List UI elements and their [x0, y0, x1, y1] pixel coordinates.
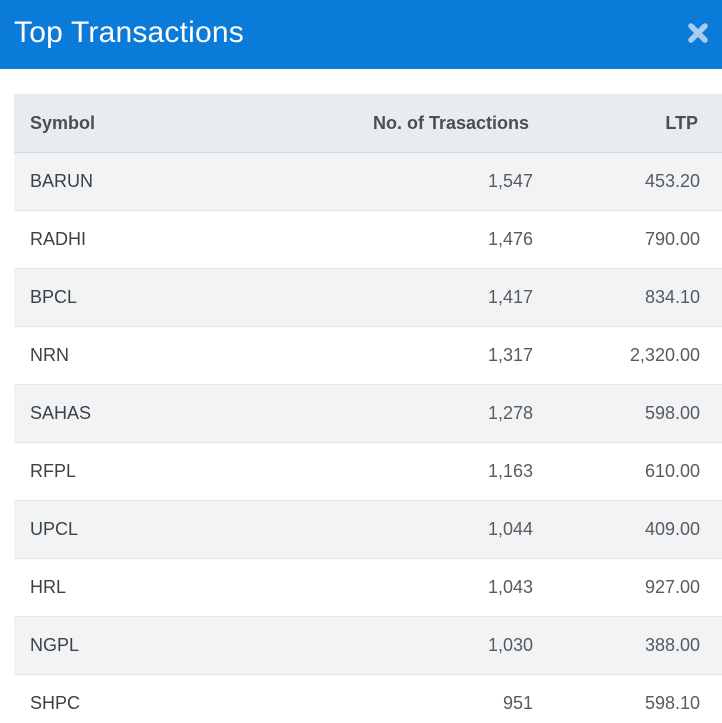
- cell-symbol: BARUN: [14, 152, 194, 211]
- close-button[interactable]: [684, 19, 712, 47]
- transactions-table: Symbol No. of Trasactions LTP BARUN 1,547…: [14, 94, 722, 723]
- cell-ltp: 790.00: [534, 210, 722, 269]
- column-header-ltp[interactable]: LTP: [534, 94, 722, 153]
- table-header-row: Symbol No. of Trasactions LTP: [14, 94, 722, 153]
- table-row[interactable]: UPCL 1,044 409.00: [14, 500, 722, 559]
- cell-transactions: 1,044: [194, 500, 534, 559]
- cell-ltp: 927.00: [534, 558, 722, 617]
- column-header-symbol[interactable]: Symbol: [14, 94, 194, 153]
- table-row[interactable]: HRL 1,043 927.00: [14, 558, 722, 617]
- cell-ltp: 2,320.00: [534, 326, 722, 385]
- cell-symbol: UPCL: [14, 500, 194, 559]
- modal-title: Top Transactions: [14, 15, 244, 49]
- cell-symbol: SAHAS: [14, 384, 194, 443]
- table-row[interactable]: BARUN 1,547 453.20: [14, 152, 722, 211]
- cell-ltp: 598.10: [534, 674, 722, 723]
- table-row[interactable]: RFPL 1,163 610.00: [14, 442, 722, 501]
- cell-transactions: 1,417: [194, 268, 534, 327]
- table-row[interactable]: NRN 1,317 2,320.00: [14, 326, 722, 385]
- cell-transactions: 1,278: [194, 384, 534, 443]
- transactions-table-container: Symbol No. of Trasactions LTP BARUN 1,547…: [14, 94, 722, 723]
- cell-symbol: BPCL: [14, 268, 194, 327]
- cell-symbol: NGPL: [14, 616, 194, 675]
- cell-transactions: 1,317: [194, 326, 534, 385]
- cell-ltp: 610.00: [534, 442, 722, 501]
- cell-ltp: 409.00: [534, 500, 722, 559]
- table-row[interactable]: RADHI 1,476 790.00: [14, 210, 722, 269]
- cell-transactions: 1,030: [194, 616, 534, 675]
- cell-transactions: 1,547: [194, 152, 534, 211]
- cell-symbol: SHPC: [14, 674, 194, 723]
- cell-transactions: 1,043: [194, 558, 534, 617]
- cell-ltp: 453.20: [534, 152, 722, 211]
- cell-symbol: RFPL: [14, 442, 194, 501]
- table-header: Symbol No. of Trasactions LTP: [14, 94, 722, 153]
- table-row[interactable]: SAHAS 1,278 598.00: [14, 384, 722, 443]
- close-icon: [688, 23, 708, 43]
- table-row[interactable]: NGPL 1,030 388.00: [14, 616, 722, 675]
- cell-symbol: NRN: [14, 326, 194, 385]
- table-body: BARUN 1,547 453.20 RADHI 1,476 790.00 BPCL 1,41…: [14, 152, 722, 723]
- column-header-transactions[interactable]: No. of Trasactions: [194, 94, 534, 153]
- cell-symbol: HRL: [14, 558, 194, 617]
- table-row[interactable]: BPCL 1,417 834.10: [14, 268, 722, 327]
- cell-ltp: 598.00: [534, 384, 722, 443]
- cell-transactions: 1,163: [194, 442, 534, 501]
- modal-header: Top Transactions: [0, 0, 722, 69]
- cell-symbol: RADHI: [14, 210, 194, 269]
- cell-ltp: 834.10: [534, 268, 722, 327]
- cell-ltp: 388.00: [534, 616, 722, 675]
- table-row[interactable]: SHPC 951 598.10: [14, 674, 722, 723]
- cell-transactions: 951: [194, 674, 534, 723]
- cell-transactions: 1,476: [194, 210, 534, 269]
